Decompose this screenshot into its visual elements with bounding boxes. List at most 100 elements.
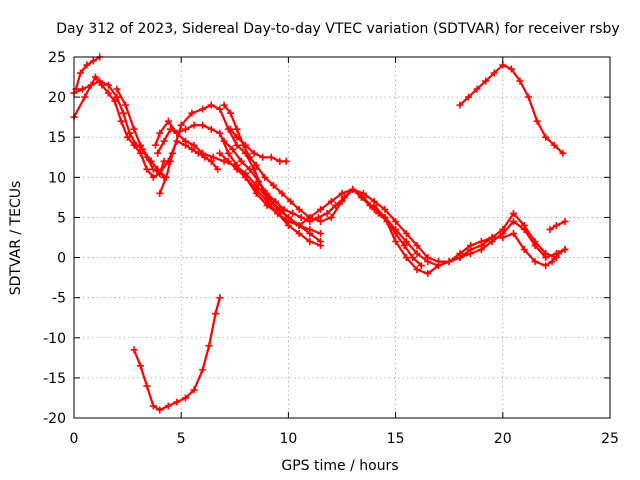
data-point: [287, 197, 295, 205]
data-point: [169, 149, 177, 157]
data-point: [113, 85, 121, 93]
series-sat-i: [227, 125, 290, 165]
data-point: [531, 238, 539, 246]
data-point: [314, 213, 322, 221]
data-point: [207, 157, 215, 165]
y-tick-label: -10: [43, 331, 66, 347]
data-point: [156, 169, 164, 177]
data-point: [242, 173, 250, 181]
x-tick-label: 5: [177, 431, 186, 447]
data-point: [121, 101, 129, 109]
data-point: [261, 173, 269, 181]
data-point: [207, 101, 215, 109]
data-point: [190, 386, 198, 394]
data-point: [216, 294, 224, 302]
data-point: [417, 262, 425, 270]
y-axis-label: SDTVAR / TECUs: [8, 181, 24, 296]
data-point: [402, 229, 410, 237]
data-point: [154, 149, 162, 157]
data-point: [520, 221, 528, 229]
data-point: [149, 402, 157, 410]
series-line: [154, 120, 322, 247]
data-point: [233, 133, 241, 141]
data-point: [151, 141, 159, 149]
data-point: [130, 346, 138, 354]
data-point: [276, 157, 284, 165]
axis-ticks: 0 5 10 15 20 25 -20 -15 -10 -5 0 5 10 15 20 25: [43, 50, 619, 447]
data-point: [381, 205, 389, 213]
series-line: [132, 296, 221, 412]
data-point: [216, 129, 224, 137]
data-point: [252, 161, 260, 169]
data-point: [164, 402, 172, 410]
data-point: [81, 93, 89, 101]
data-point: [280, 205, 288, 213]
data-point: [76, 69, 84, 77]
data-point: [400, 242, 408, 250]
data-point: [136, 362, 144, 370]
data-point: [267, 153, 275, 161]
data-point: [156, 129, 164, 137]
data-point: [143, 382, 151, 390]
data-point: [409, 254, 417, 262]
data-point: [79, 85, 87, 93]
series-sat-m: [456, 61, 567, 157]
data-point: [550, 141, 558, 149]
data-point: [552, 221, 560, 229]
data-point: [214, 165, 222, 173]
data-point: [548, 258, 556, 266]
data-point: [89, 57, 97, 65]
data-point: [533, 117, 541, 125]
data-point: [456, 250, 464, 258]
data-point: [306, 225, 314, 233]
x-axis-label: GPS time / hours: [281, 458, 398, 474]
data-point: [424, 258, 432, 266]
data-point: [559, 149, 567, 157]
data-point: [156, 189, 164, 197]
data-point: [233, 165, 241, 173]
data-point: [220, 137, 228, 145]
data-point: [216, 105, 224, 113]
data-point: [561, 217, 569, 225]
data-point: [482, 77, 490, 85]
data-point: [227, 109, 235, 117]
data-point: [477, 238, 485, 246]
y-tick-label: -15: [43, 371, 66, 387]
data-point: [181, 125, 189, 133]
data-point: [488, 234, 496, 241]
data-series: [70, 53, 569, 414]
data-point: [338, 189, 346, 197]
data-point: [209, 153, 217, 161]
data-point: [297, 213, 305, 221]
data-point: [224, 149, 232, 157]
data-point: [269, 181, 277, 189]
data-point: [104, 81, 112, 89]
data-point: [306, 238, 314, 246]
data-point: [381, 213, 389, 221]
data-point: [96, 77, 104, 85]
y-tick-label: 15: [48, 130, 66, 146]
data-point: [340, 193, 348, 201]
x-tick-label: 10: [279, 431, 297, 447]
data-point: [104, 89, 112, 97]
data-point: [87, 81, 95, 89]
data-point: [162, 173, 170, 181]
series-sat-k: [220, 137, 560, 270]
data-point: [274, 209, 282, 217]
data-point: [467, 242, 475, 250]
data-point: [254, 177, 262, 185]
data-point: [284, 217, 292, 225]
data-point: [392, 238, 400, 246]
data-point: [510, 229, 518, 237]
plot-frame: [73, 56, 611, 419]
series-line: [458, 63, 564, 155]
data-point: [402, 254, 410, 262]
data-point: [561, 246, 569, 254]
data-point: [327, 197, 335, 205]
data-point: [282, 157, 290, 165]
data-point: [317, 242, 325, 250]
data-point: [143, 165, 151, 173]
y-tick-label: 0: [57, 251, 66, 267]
data-point: [126, 129, 134, 137]
data-point: [227, 125, 235, 133]
